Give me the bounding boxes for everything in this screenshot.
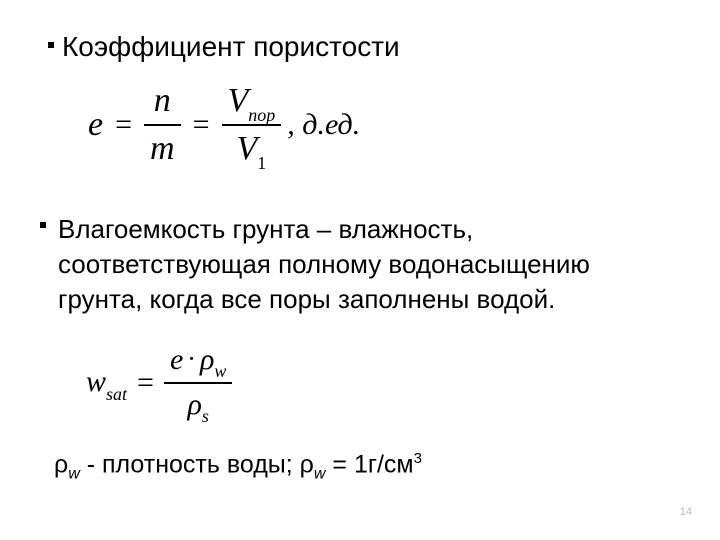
- rho-2-sub: w: [314, 465, 326, 482]
- paragraph-text: Влагоемкость грунта – влажность, соответ…: [58, 212, 660, 317]
- var-e: e: [88, 106, 103, 144]
- slide: Коэффициент пористости e = n m = Vпор V1…: [0, 0, 720, 540]
- num-vpor: Vпор: [222, 82, 282, 122]
- bullet-icon: [48, 42, 54, 48]
- equation-row-2: wsat = e·ρw ρs: [86, 350, 232, 416]
- den-rho: ρ: [187, 388, 201, 421]
- rho-definition-line: ρw - плотность воды; ρw = 1г/см3: [54, 450, 422, 483]
- equals-1: =: [103, 108, 144, 142]
- rho-eq-text: = 1г/см: [325, 450, 413, 478]
- unit-suffix: , д.ед.: [287, 108, 360, 142]
- den-v1: V1: [231, 128, 273, 168]
- equation-row: e = n m = Vпор V1 , д.ед.: [88, 86, 360, 164]
- fraction-erhow-over-rhos: e·ρw ρs: [164, 343, 232, 423]
- formula-void-ratio: e = n m = Vпор V1 , д.ед.: [88, 86, 360, 164]
- heading-text: Коэффициент пористости: [62, 31, 400, 62]
- page-number: 14: [680, 506, 692, 518]
- den-rho-s: ρs: [181, 386, 214, 423]
- num-rho: ρ: [200, 343, 214, 376]
- fraction-bar-1: [144, 124, 181, 126]
- paragraph-row: Влагоемкость грунта – влажность, соответ…: [40, 212, 660, 317]
- heading-line: Коэффициент пористости: [48, 30, 400, 64]
- den-rho-sub: s: [202, 406, 209, 426]
- rho-2: ρ: [300, 450, 314, 478]
- paragraph-block: Влагоемкость грунта – влажность, соответ…: [40, 212, 660, 317]
- wsat-lhs: wsat: [86, 365, 127, 400]
- v-por-base: V: [228, 82, 249, 119]
- num-rho-sub: w: [214, 361, 226, 381]
- rho-1: ρ: [54, 450, 68, 478]
- den-m: m: [144, 128, 181, 168]
- rho-1-sub: w: [68, 465, 80, 482]
- v1-base: V: [237, 130, 258, 167]
- fraction-vpor-over-v1: Vпор V1: [222, 82, 282, 168]
- equals-2: =: [181, 108, 222, 142]
- v-por-sub: пор: [248, 105, 275, 125]
- dot-operator: ·: [183, 344, 200, 373]
- w-base: w: [86, 365, 106, 398]
- num-e: e: [170, 343, 183, 376]
- num-n: n: [148, 82, 177, 122]
- w-sub: sat: [106, 384, 127, 404]
- cube-superscript: 3: [414, 450, 422, 467]
- num-e-rho-w: e·ρw: [164, 343, 232, 380]
- fraction-bar-3: [164, 382, 232, 384]
- equals-3: =: [127, 366, 164, 400]
- rho-text-1: - плотность воды;: [80, 450, 300, 478]
- fraction-n-over-m: n m: [144, 82, 181, 168]
- formula-wsat: wsat = e·ρw ρs: [86, 350, 232, 416]
- v1-sub: 1: [257, 153, 266, 173]
- bullet-icon-2: [40, 222, 46, 228]
